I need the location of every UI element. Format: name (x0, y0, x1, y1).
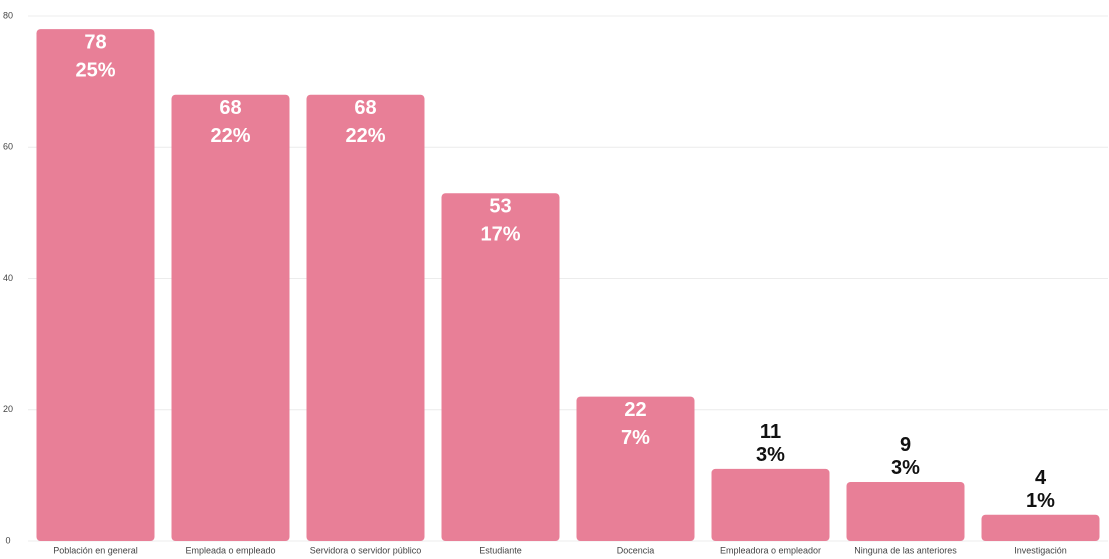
bar (36, 29, 155, 541)
bar (171, 94, 290, 541)
value-label: 4 (1035, 467, 1047, 489)
value-label: 68 (354, 97, 376, 119)
bar (711, 468, 830, 541)
value-label: 9 (900, 434, 911, 456)
x-tick-label: Empleadora o empleador (720, 545, 821, 555)
y-tick-label: 60 (3, 142, 13, 152)
x-tick-label: Servidora o servidor público (310, 545, 422, 555)
x-tick-label: Población en general (53, 545, 138, 555)
x-tick-label: Empleada o empleado (185, 545, 275, 555)
bar (441, 193, 560, 541)
percent-label: 25% (75, 59, 115, 81)
bar (576, 396, 695, 541)
value-label: 68 (219, 97, 241, 119)
percent-label: 3% (756, 444, 785, 466)
value-label: 11 (760, 421, 781, 443)
value-label: 53 (489, 195, 511, 217)
value-label: 22 (624, 399, 646, 421)
y-tick-label: 80 (3, 10, 13, 20)
percent-label: 1% (1026, 490, 1055, 512)
y-tick-label: 20 (3, 404, 13, 414)
x-tick-label: Ninguna de las anteriores (854, 545, 957, 555)
value-label: 78 (84, 31, 106, 53)
x-tick-label: Estudiante (479, 545, 522, 555)
y-tick-label: 40 (3, 273, 13, 283)
bar (306, 94, 425, 541)
x-tick-label: Docencia (617, 545, 655, 555)
x-tick-label: Investigación (1014, 545, 1067, 555)
bar (846, 481, 965, 541)
y-tick-label: 0 (5, 535, 10, 545)
percent-label: 7% (621, 427, 650, 449)
percent-label: 22% (210, 125, 250, 147)
percent-label: 17% (480, 223, 520, 245)
percent-label: 22% (345, 125, 385, 147)
bar (981, 514, 1100, 541)
percent-label: 3% (891, 457, 920, 479)
